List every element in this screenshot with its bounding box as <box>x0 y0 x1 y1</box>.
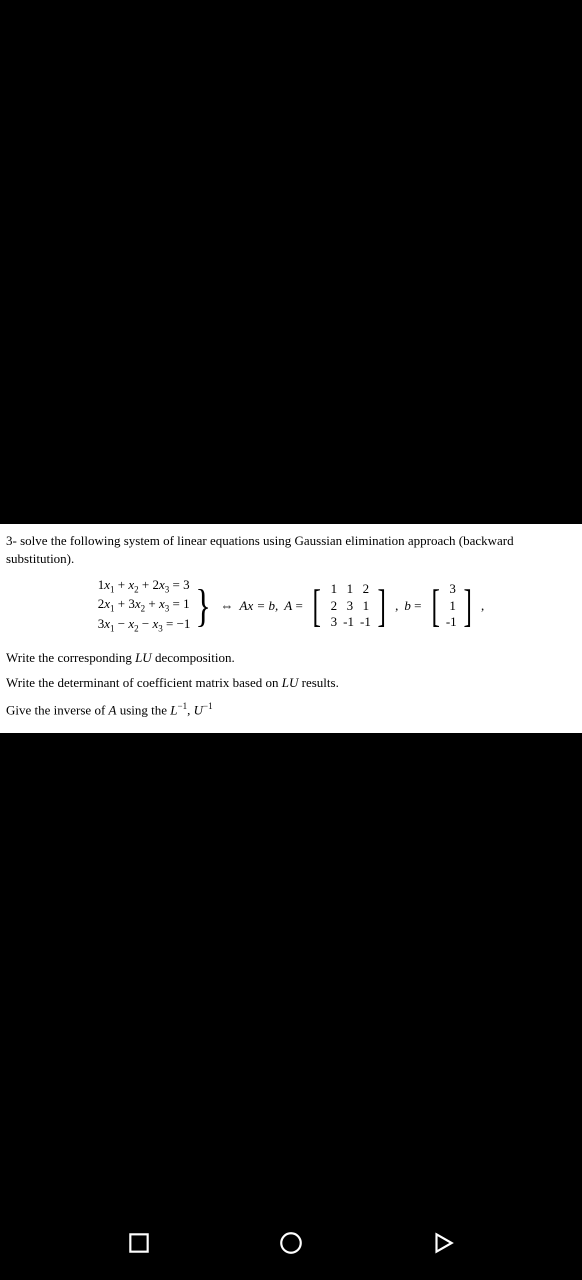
task-3-L: L <box>170 702 177 717</box>
b-1: 1 <box>443 598 459 615</box>
A-0-2: 2 <box>356 581 372 598</box>
iff-symbol: ⇔ <box>221 597 234 615</box>
A-2-2: -1 <box>357 614 374 631</box>
right-bracket-icon: ] <box>463 583 471 629</box>
eq-row-3: 3x1 − x2 − x3 = −1 <box>98 616 191 635</box>
comma-2: , <box>481 597 484 615</box>
A-1-2: 1 <box>356 598 372 615</box>
b-equals: b = <box>404 597 421 615</box>
task-2-lu: LU <box>282 675 299 690</box>
task-3-Lexp: −1 <box>178 701 188 711</box>
document-page: 3- solve the following system of linear … <box>0 524 582 733</box>
task-1-pre: Write the corresponding <box>6 650 135 665</box>
system-of-equations: 1x1 + x2 + 2x3 = 3 2x1 + 3x2 + x3 = 1 3x… <box>98 577 215 635</box>
equation-block: 1x1 + x2 + 2x3 = 3 2x1 + 3x2 + x3 = 1 3x… <box>6 577 576 635</box>
right-bracket-icon: ] <box>377 583 385 629</box>
A-0-1: 1 <box>340 581 356 598</box>
home-icon[interactable] <box>278 1230 304 1256</box>
A-2-1: -1 <box>340 614 357 631</box>
b-0: 3 <box>443 581 459 598</box>
A-equals: A = <box>284 597 303 615</box>
task-1-post: decomposition. <box>152 650 235 665</box>
matrix-A: [ 112 231 3-1-1 ] <box>309 581 389 632</box>
task-3-mid: using the <box>116 702 170 717</box>
left-bracket-icon: [ <box>431 583 439 629</box>
phone-screen: 3- solve the following system of linear … <box>0 0 582 1280</box>
question-prompt: 3- solve the following system of linear … <box>6 532 576 567</box>
task-3-Uexp: −1 <box>203 701 213 711</box>
task-1: Write the corresponding LU decomposition… <box>6 649 576 667</box>
axb-label: Ax = b, <box>240 597 279 615</box>
task-2-post: results. <box>298 675 338 690</box>
task-2-pre: Write the determinant of coefficient mat… <box>6 675 282 690</box>
task-1-lu: LU <box>135 650 152 665</box>
eq-row-2: 2x1 + 3x2 + x3 = 1 <box>98 596 191 615</box>
task-2: Write the determinant of coefficient mat… <box>6 674 576 692</box>
android-nav-bar <box>0 1230 582 1256</box>
A-0-0: 1 <box>324 581 340 598</box>
back-icon[interactable] <box>430 1230 456 1256</box>
eq-row-1: 1x1 + x2 + 2x3 = 3 <box>98 577 191 596</box>
task-3: Give the inverse of A using the L−1, U−1 <box>6 700 576 719</box>
task-3-pre: Give the inverse of <box>6 702 109 717</box>
A-1-0: 2 <box>324 598 340 615</box>
recent-apps-icon[interactable] <box>126 1230 152 1256</box>
A-1-1: 3 <box>340 598 356 615</box>
task-3-U: U <box>194 702 203 717</box>
A-2-0: 3 <box>324 614 340 631</box>
comma-1: , <box>395 597 398 615</box>
right-brace-icon: } <box>196 583 211 629</box>
left-bracket-icon: [ <box>312 583 320 629</box>
b-2: -1 <box>443 614 460 631</box>
vector-b: [ 3 1 -1 ] <box>428 581 476 632</box>
